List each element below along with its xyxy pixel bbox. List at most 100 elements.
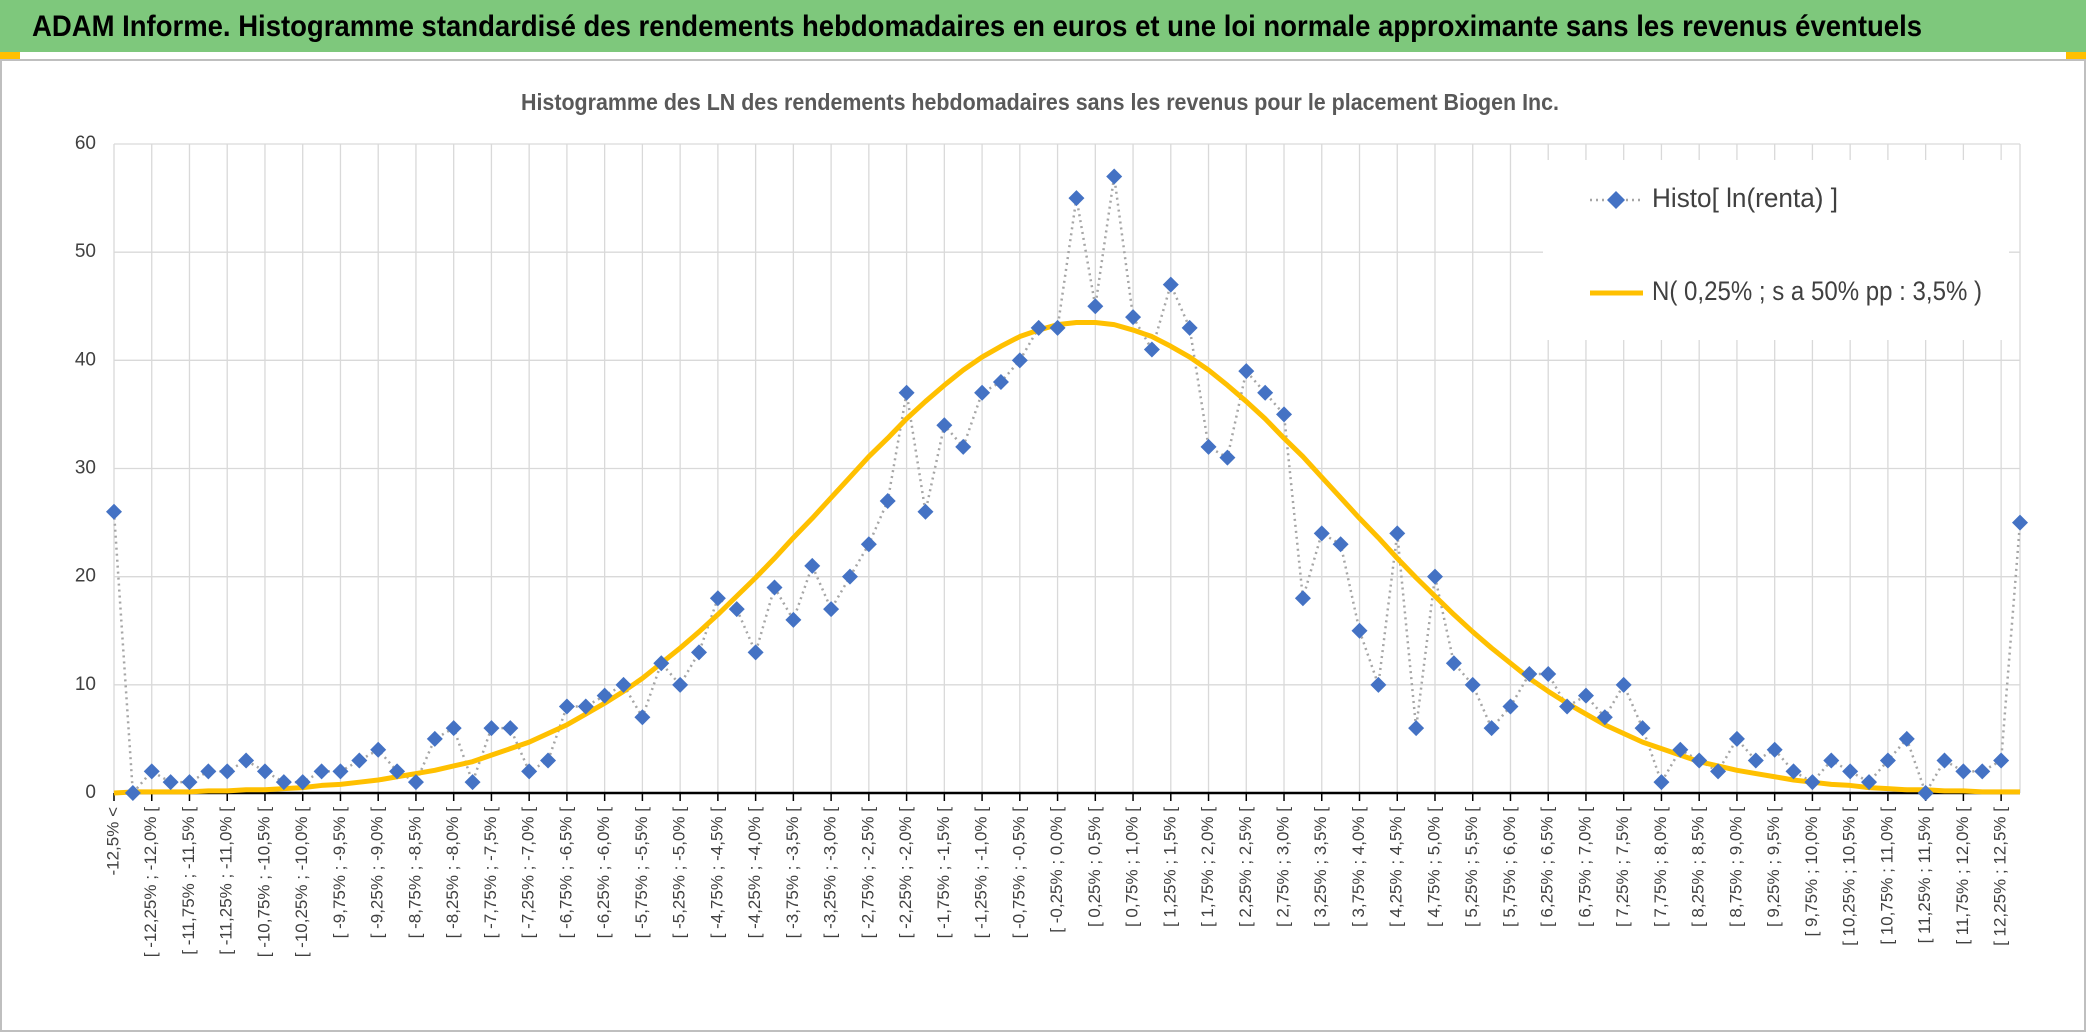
data-point bbox=[483, 720, 500, 737]
data-point bbox=[577, 698, 594, 715]
x-tick-label: [ -6,75% ; -6,5% [ bbox=[556, 807, 575, 939]
header-bar bbox=[0, 0, 2086, 52]
x-tick-label: [ -5,75% ; -5,5% [ bbox=[632, 807, 651, 939]
x-tick-label: [ -2,75% ; -2,5% [ bbox=[858, 807, 877, 939]
data-point bbox=[1936, 752, 1953, 769]
x-tick-label: [ -5,25% ; -5,0% [ bbox=[670, 807, 689, 939]
data-point bbox=[879, 492, 896, 509]
data-point bbox=[181, 774, 198, 791]
data-point bbox=[1087, 298, 1104, 315]
data-point bbox=[426, 730, 443, 747]
data-point bbox=[1068, 190, 1085, 207]
data-point bbox=[1351, 622, 1368, 639]
x-tick-label: [ -8,25% ; -8,0% [ bbox=[443, 807, 462, 939]
x-tick-label: [ 10,75% ; 11,0% [ bbox=[1877, 807, 1896, 945]
data-point bbox=[1389, 525, 1406, 542]
x-tick-label: [ 3,25% ; 3,5% [ bbox=[1311, 807, 1330, 927]
data-point bbox=[1842, 763, 1859, 780]
x-tick-label: [ 1,25% ; 1,5% [ bbox=[1160, 807, 1179, 927]
data-point bbox=[1634, 720, 1651, 737]
data-point bbox=[596, 687, 613, 704]
legend-label: N( 0,25% ; s a 50% pp : 3,5% ) bbox=[1652, 276, 1982, 306]
x-tick-label: [ 5,25% ; 5,5% [ bbox=[1462, 807, 1481, 927]
data-point bbox=[992, 373, 1009, 390]
x-tick-label: [ -10,25% ; -10,0% [ bbox=[292, 807, 311, 958]
x-tick-label: [ -9,75% ; -9,5% [ bbox=[330, 807, 349, 939]
data-point bbox=[709, 590, 726, 607]
data-point bbox=[1049, 319, 1066, 336]
data-point bbox=[823, 601, 840, 618]
data-point bbox=[1502, 698, 1519, 715]
x-tick-label: [ 0,25% ; 0,5% [ bbox=[1085, 807, 1104, 927]
data-point bbox=[1615, 676, 1632, 693]
data-point bbox=[351, 752, 368, 769]
data-point bbox=[1143, 341, 1160, 358]
data-point bbox=[1747, 752, 1764, 769]
data-point bbox=[1521, 666, 1538, 683]
x-tick-label: -12,5% < bbox=[103, 807, 122, 876]
x-tick-label: [ 11,25% ; 11,5% [ bbox=[1915, 807, 1934, 944]
data-point bbox=[1238, 363, 1255, 380]
x-tick-label: [ -11,75% ; -11,5% [ bbox=[179, 807, 198, 955]
x-tick-label: [ 10,25% ; 10,5% [ bbox=[1840, 807, 1859, 946]
data-point bbox=[1653, 774, 1670, 791]
data-point bbox=[1445, 655, 1462, 672]
data-point bbox=[955, 438, 972, 455]
legend-box bbox=[1543, 160, 2009, 340]
x-tick-label: [ -4,75% ; -4,5% [ bbox=[707, 807, 726, 939]
x-tick-label: [ 11,75% ; 12,0% [ bbox=[1953, 807, 1972, 945]
data-point bbox=[1370, 676, 1387, 693]
data-point bbox=[1766, 741, 1783, 758]
y-tick-label: 60 bbox=[75, 133, 96, 154]
data-point bbox=[1861, 774, 1878, 791]
data-point bbox=[1823, 752, 1840, 769]
data-point bbox=[1785, 763, 1802, 780]
x-tick-label: [ 5,75% ; 6,0% [ bbox=[1500, 807, 1519, 927]
data-point bbox=[1125, 309, 1142, 326]
data-point bbox=[294, 774, 311, 791]
data-point bbox=[1030, 319, 1047, 336]
x-tick-label: [ -7,25% ; -7,0% [ bbox=[519, 807, 538, 939]
data-point bbox=[1464, 676, 1481, 693]
data-point bbox=[162, 774, 179, 791]
data-point bbox=[1728, 730, 1745, 747]
data-point bbox=[672, 676, 689, 693]
data-point bbox=[1181, 319, 1198, 336]
data-point bbox=[653, 655, 670, 672]
data-point bbox=[1691, 752, 1708, 769]
data-point bbox=[124, 785, 141, 801]
x-tick-label: [ -10,75% ; -10,5% [ bbox=[254, 807, 273, 958]
data-point bbox=[785, 611, 802, 628]
x-tick-label: [ 0,75% ; 1,0% [ bbox=[1123, 807, 1142, 927]
data-point bbox=[1540, 666, 1557, 683]
data-point bbox=[502, 720, 519, 737]
x-tick-label: [ 2,75% ; 3,0% [ bbox=[1274, 807, 1293, 927]
x-tick-label: [ -0,25% ; 0,0% [ bbox=[1047, 807, 1066, 933]
data-point bbox=[389, 763, 406, 780]
x-tick-label: [ 6,25% ; 6,5% [ bbox=[1538, 807, 1557, 927]
data-point bbox=[219, 763, 236, 780]
x-tick-label: [ -12,25% ; -12,0% [ bbox=[141, 807, 160, 958]
page-title: ADAM Informe. Histogramme standardisé de… bbox=[32, 10, 1922, 43]
data-point bbox=[804, 557, 821, 574]
data-point bbox=[464, 774, 481, 791]
x-tick-label: [ 4,75% ; 5,0% [ bbox=[1424, 807, 1443, 927]
data-point bbox=[238, 752, 255, 769]
data-point bbox=[106, 503, 122, 520]
data-point bbox=[898, 384, 915, 401]
data-point bbox=[1483, 720, 1500, 737]
data-point bbox=[143, 763, 160, 780]
data-point bbox=[974, 384, 991, 401]
data-point bbox=[1200, 438, 1217, 455]
data-point bbox=[841, 568, 858, 585]
x-tick-label: [ 9,25% ; 9,5% [ bbox=[1764, 807, 1783, 927]
data-point bbox=[1577, 687, 1594, 704]
x-tick-label: [ -6,25% ; -6,0% [ bbox=[594, 807, 613, 939]
x-tick-label: [ 1,75% ; 2,0% [ bbox=[1198, 807, 1217, 927]
x-tick-label: [ 4,25% ; 4,5% [ bbox=[1387, 807, 1406, 927]
data-point bbox=[540, 752, 557, 769]
series-line bbox=[112, 176, 2022, 797]
x-tick-label: [ 7,25% ; 7,5% [ bbox=[1613, 807, 1632, 927]
data-point bbox=[1917, 785, 1934, 801]
y-tick-label: 20 bbox=[75, 566, 96, 587]
